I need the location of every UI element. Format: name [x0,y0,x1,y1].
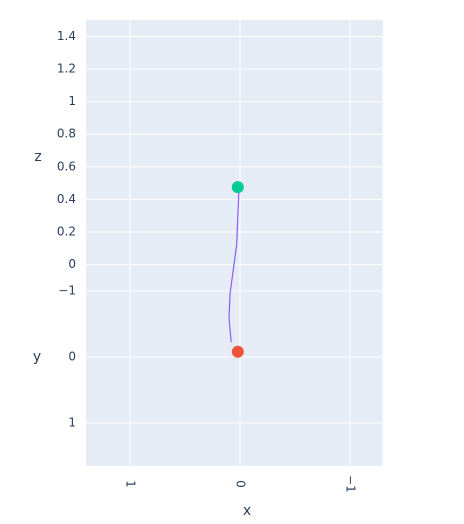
z-axis-title: z [34,149,41,165]
y-axis-title: y [33,349,41,365]
z-tick-label: 0.2 [57,225,76,239]
z-tick-label: 1.4 [57,29,76,43]
point-marker [231,181,244,194]
point-marker [231,345,244,358]
z-tick-label: 0.8 [57,127,76,141]
trajectory-line [228,192,240,343]
x-tick-label: 0 [234,480,248,488]
z-tick-label: 0.4 [57,192,76,206]
z-tick-label: 0.6 [57,159,76,173]
back-wall [86,20,383,265]
y-tick-label: −1 [58,284,76,298]
z-tick-label: 1.2 [57,62,76,76]
x-axis-title: x [243,503,251,519]
y-tick-label: 0 [68,350,76,364]
x-tick-label: −1 [344,475,358,493]
x-tick-label: 1 [124,480,138,488]
z-tick-label: 1 [68,94,76,108]
floor [86,264,383,466]
z-tick-label: 0 [68,257,76,271]
y-tick-label: 1 [68,416,76,430]
